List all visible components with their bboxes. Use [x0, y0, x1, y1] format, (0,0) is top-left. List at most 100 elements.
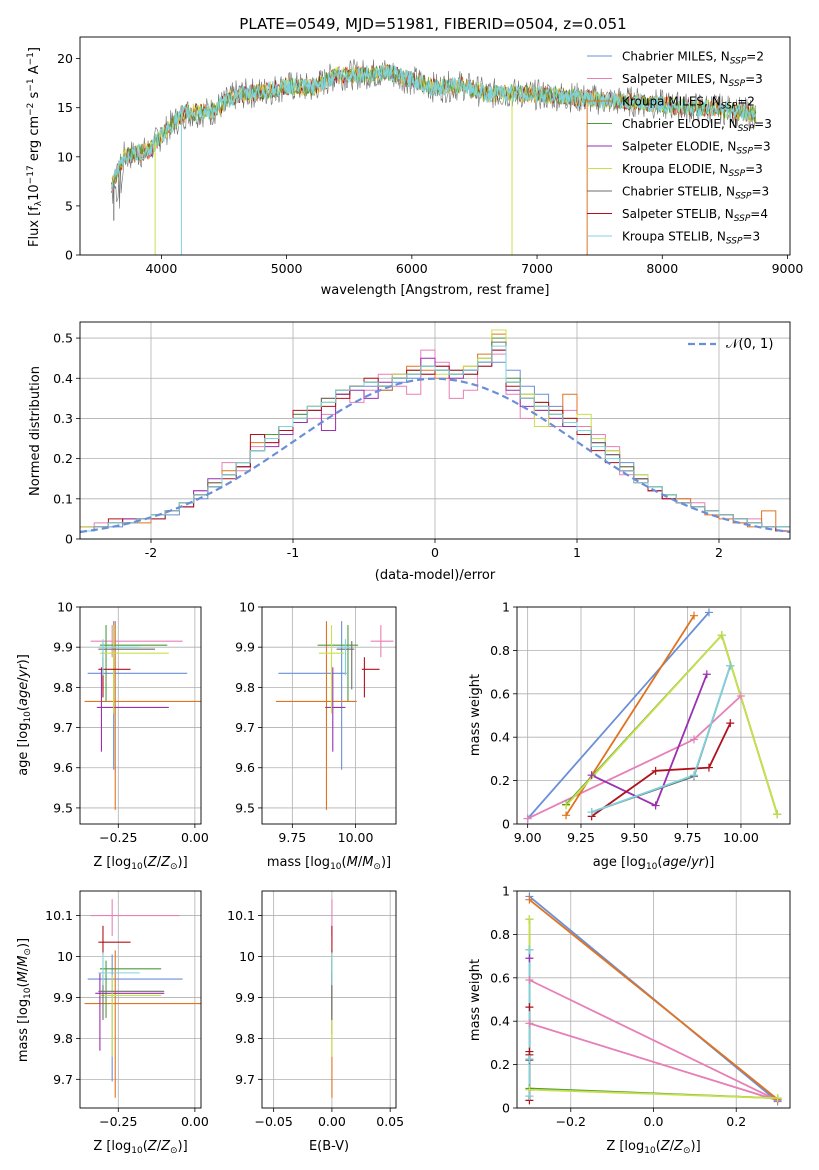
weight_age-marker-kroupa_elodie [562, 801, 571, 810]
weight_Z-marker-kroupa_elodie [773, 1094, 782, 1103]
weight_age-marker-kroupa_miles [690, 611, 699, 620]
mass_Z-ytick-label: 10.1 [45, 908, 73, 923]
residuals-ytick-label: 0.3 [53, 411, 73, 426]
weight_Z-ytick-label: 0.6 [490, 970, 510, 985]
weight_Z-marker-salpeter_miles [525, 1019, 534, 1028]
legend-label-chabrier_elodie: Chabrier ELODIE, NSSP=3 [622, 117, 772, 134]
age_mass-ytick-label: 9.8 [235, 680, 255, 695]
weight_age-marker-kroupa_miles [562, 811, 571, 820]
residuals-xtick-label: 2 [715, 545, 723, 560]
weight_age-line-chabrier_miles [527, 611, 710, 820]
weight_Z-xtick-label: 0.2 [726, 1114, 746, 1129]
mass_Z-xtick-label: −0.25 [99, 1114, 137, 1129]
legend-label-kroupa_elodie: Kroupa ELODIE, NSSP=3 [622, 162, 763, 179]
mass_Z-ytick-label: 9.7 [53, 1072, 73, 1087]
mass_ebv-ytick-label: 9.8 [235, 1031, 255, 1046]
mass_Z-ytick-label: 10 [57, 949, 73, 964]
weight_Z-marker-salpeter_miles [525, 975, 534, 984]
weight_Z-marker-salpeter_stelib [525, 1003, 534, 1012]
mass_Z-ylabel: mass [log10(M/M⊙)] [16, 938, 33, 1062]
age_Z-ytick-label: 9.5 [53, 800, 73, 815]
spectrum-xtick-label: 4000 [145, 261, 177, 276]
weight_age-xtick-label: 9.25 [567, 830, 595, 845]
residuals-ytick-label: 0.5 [53, 331, 73, 346]
mass_ebv-ytick-label: 10 [239, 949, 255, 964]
spectrum-ytick-label: 20 [57, 51, 73, 66]
residuals-plot-area [80, 329, 790, 539]
age_mass-xlabel: mass [log10(M/M⊙)] [267, 855, 391, 872]
age_Z-ytick-label: 9.8 [53, 680, 73, 695]
weight_Z-marker-kroupa_stelib [525, 945, 534, 954]
weight_age-xtick-label: 10.00 [723, 830, 759, 845]
weight_Z-xtick-label: −0.2 [556, 1114, 586, 1129]
weight_Z-marker-kroupa_elodie [525, 915, 534, 924]
age_Z-ytick-label: 9.9 [53, 640, 73, 655]
weight_age-marker-kroupa_elodie [717, 631, 726, 640]
legend-label-salpeter_stelib: Salpeter STELIB, NSSP=4 [622, 207, 768, 224]
weight_Z-xtick-label: 0.0 [644, 1114, 664, 1129]
mass_Z-frame [79, 890, 202, 1109]
spectrum-xtick-label: 9000 [772, 261, 804, 276]
mass_ebv-frame [261, 890, 397, 1109]
weight_Z-ytick-label: 1 [502, 884, 510, 899]
spectrum-line-chabrier_stelib [111, 59, 757, 209]
mass_Z-xtick-label: 0.00 [181, 1114, 209, 1129]
weight_age-line-kroupa_elodie [565, 633, 779, 815]
age_Z-frame [79, 606, 202, 825]
spectrum-line-chabrier_elodie [111, 65, 757, 186]
spectrum-line-kroupa_stelib [110, 64, 757, 190]
age_Z-plot-area [84, 621, 201, 810]
weight_age-marker-salpeter_miles [736, 691, 745, 700]
age_mass-xtick-label: 10.00 [338, 830, 374, 845]
residuals-panel: -2 -1 0 1 2 0 0.1 0.2 0.3 0.4 0.5 𝒩(0, 1) (data-mode… [28, 321, 791, 583]
weight_Z-frame [516, 890, 791, 1109]
age_mass-ytick-label: 10 [239, 600, 255, 615]
mass_Z-plot-area [84, 899, 201, 1098]
residuals-ytick-label: 0.1 [53, 491, 73, 506]
age_Z-panel: −0.25 0.00 9.5 9.6 9.7 9.8 9.9 10 Z [log10(Z/Z⊙)… [16, 600, 209, 873]
spectrum-xtick-label: 6000 [396, 261, 428, 276]
mass_Z-ytick-label: 9.8 [53, 1031, 73, 1046]
weight_age-marker-salpeter_miles [690, 735, 699, 744]
age_mass-panel: 9.75 10.00 9.5 9.6 9.7 9.8 9.9 10 mass [log10(M/… [235, 600, 397, 872]
age_Z-ylabel: age [log10(age/yr)] [16, 654, 33, 776]
weight_age-line-chabrier_elodie [565, 633, 779, 815]
mass_Z-panel: −0.25 0.00 9.7 9.8 9.9 10 10.1 Z [log10(Z/Z⊙)] m… [16, 890, 209, 1156]
weight_age-xtick-label: 9.75 [674, 830, 702, 845]
age_mass-xtick-label: 9.75 [278, 830, 306, 845]
legend-label-normal: 𝒩(0, 1) [726, 337, 773, 352]
weight_age-plot-area [527, 611, 779, 820]
weight_age-marker-kroupa_stelib [726, 661, 735, 670]
mass_ebv-xtick-label: 0.00 [318, 1114, 346, 1129]
weight_Z-ylabel: mass weight [468, 959, 483, 1041]
weight_age-xlabel: age [log10(age/yr)] [593, 855, 715, 872]
mass_ebv-ytick-label: 10.1 [227, 908, 255, 923]
weight_Z-ytick-label: 0.8 [490, 927, 510, 942]
age_mass-ytick-label: 9.5 [235, 800, 255, 815]
legend-label-chabrier_miles: Chabrier MILES, NSSP=2 [622, 50, 764, 67]
residuals-xlabel: (data-model)/error [375, 568, 496, 583]
age_Z-xtick-label: −0.25 [99, 830, 137, 845]
mass_ebv-xtick-label: 0.05 [376, 1114, 404, 1129]
mass_ebv-xlabel: E(B-V) [309, 1139, 349, 1154]
weight_age-ytick-label: 0.4 [490, 730, 510, 745]
residuals-ytick-label: 0.4 [53, 371, 73, 386]
weight_Z-panel: −0.2 0.0 0.2 0 0.2 0.4 0.6 0.8 1 Z [log10(Z/Z⊙)] m… [468, 884, 791, 1156]
age_mass-ytick-label: 9.9 [235, 640, 255, 655]
histogram-kroupa_stelib [80, 345, 790, 539]
age_Z-xlabel: Z [log10(Z/Z⊙)] [93, 855, 187, 872]
weight_age-ytick-label: 0.8 [490, 643, 510, 658]
spectrum-ytick-label: 5 [65, 198, 73, 213]
age_mass-ytick-label: 9.6 [235, 760, 255, 775]
weight_age-line-salpeter_stelib [591, 722, 732, 818]
spectrum-legend: Chabrier MILES, NSSP=2 Salpeter MILES, NS… [587, 50, 772, 247]
weight_age-ytick-label: 0.6 [490, 686, 510, 701]
mass_ebv-xtick-label: −0.05 [254, 1114, 292, 1129]
residuals-ylabel: Normed distribution [28, 366, 43, 496]
spectrum-xlabel: wavelength [Angstrom, rest frame] [321, 283, 550, 298]
spectrum-xtick-label: 5000 [271, 261, 303, 276]
weight_age-marker-salpeter_stelib [704, 763, 713, 772]
spectrum-xtick-label: 7000 [521, 261, 553, 276]
age_mass-ytick-label: 9.7 [235, 720, 255, 735]
